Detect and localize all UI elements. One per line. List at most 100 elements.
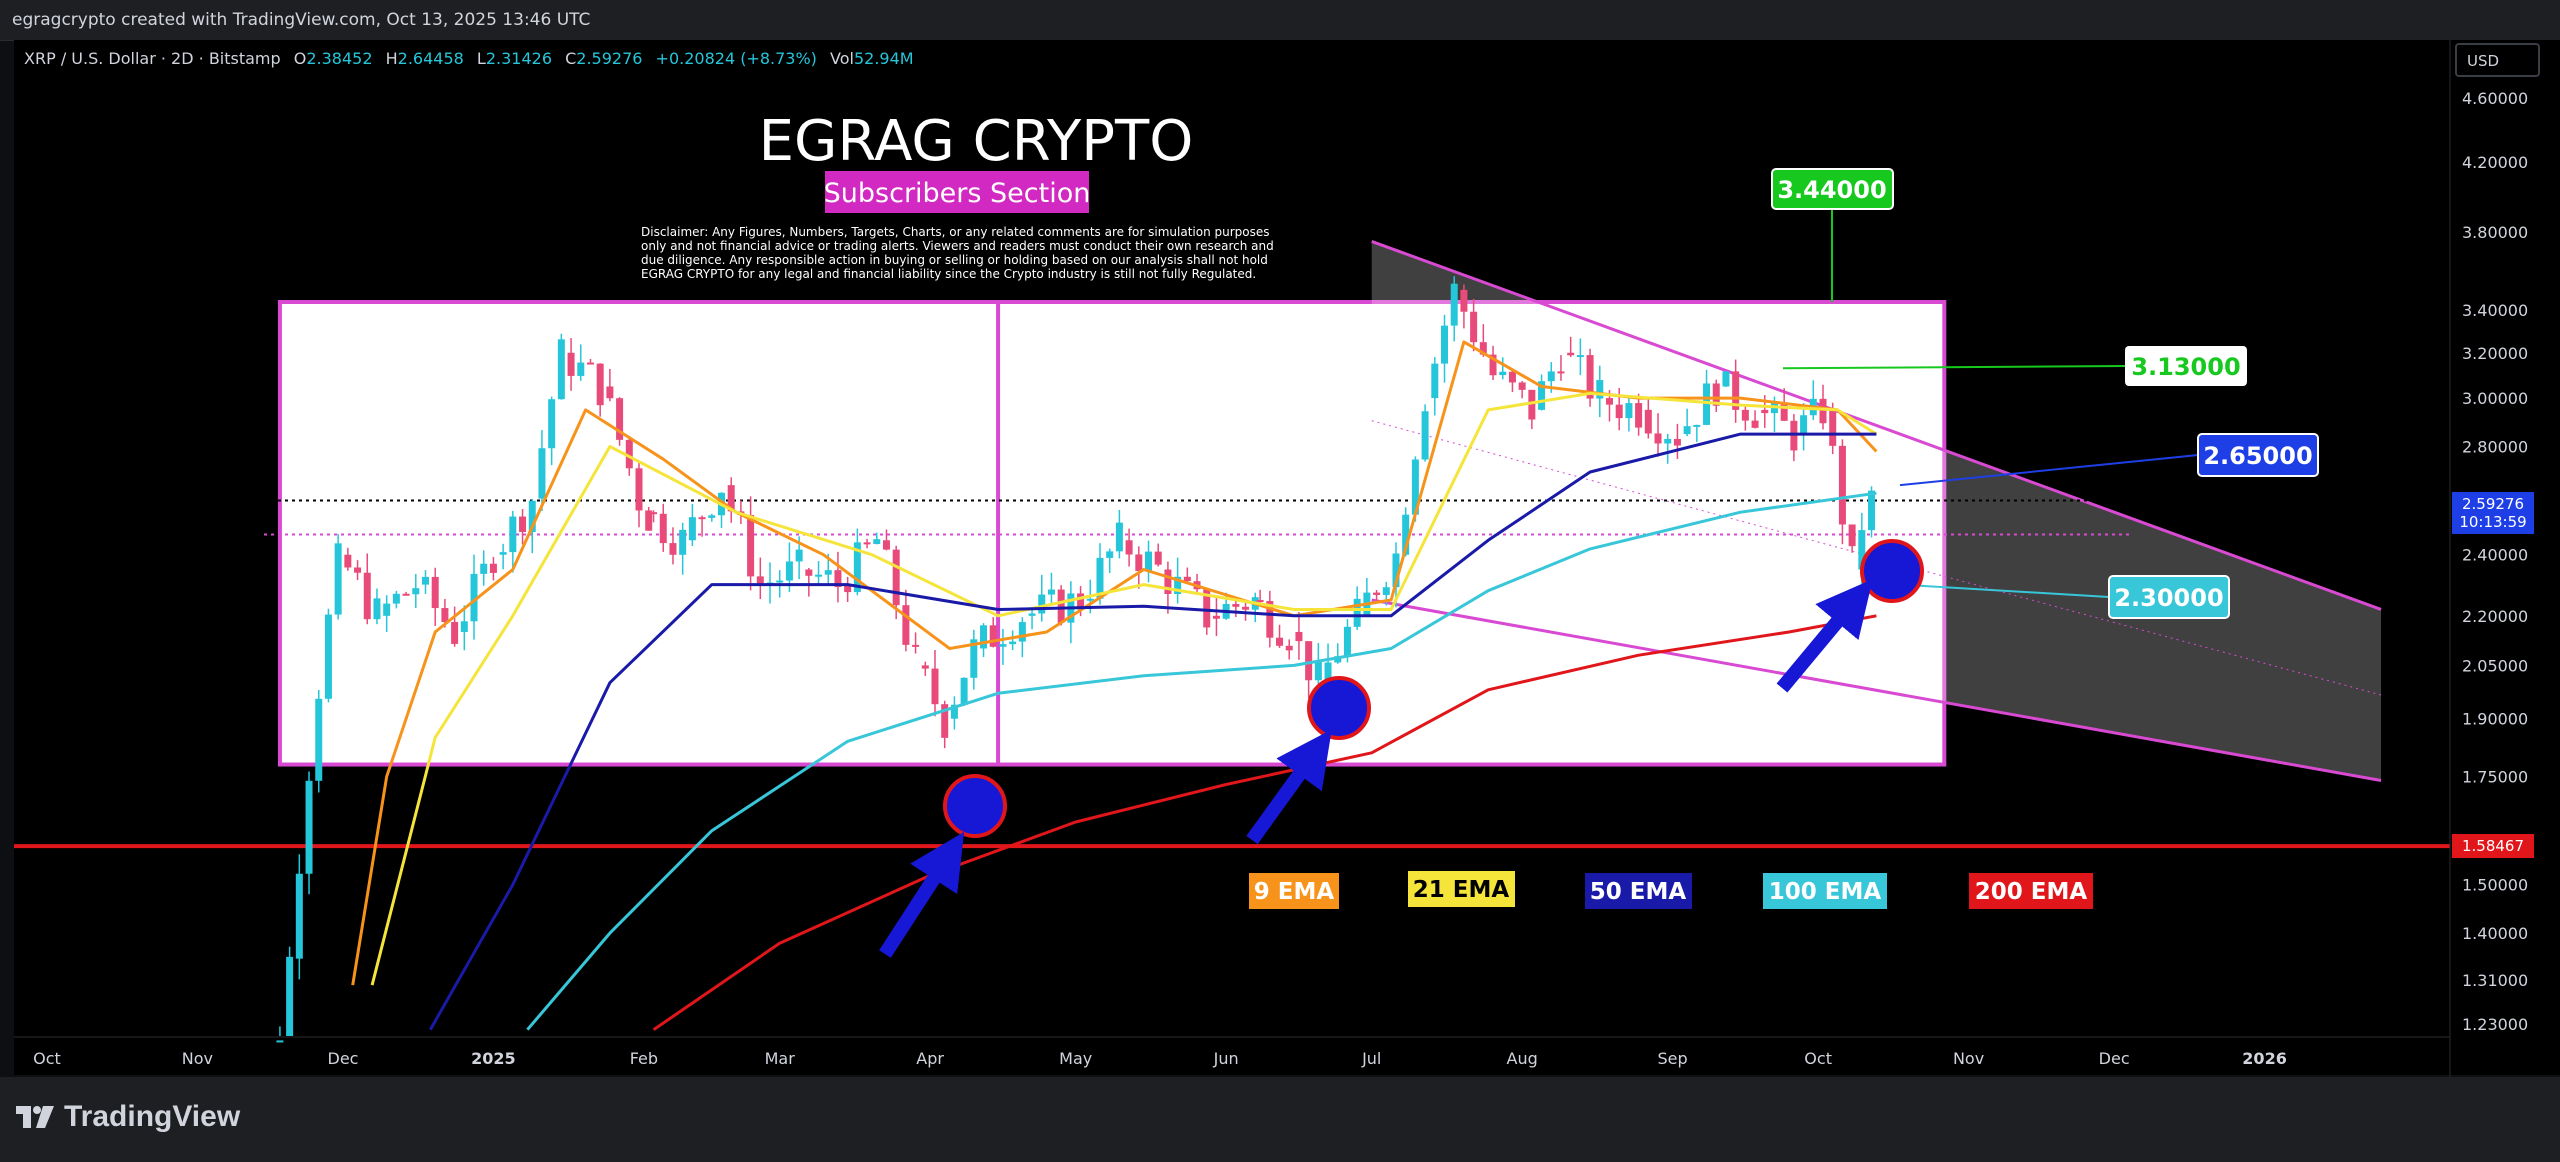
target-230-connector (1899, 583, 2110, 598)
chart-canvas[interactable]: EGRAG CRYPTO Subscribers Section Disclai… (0, 0, 2560, 1077)
ema-line-100 (526, 491, 1877, 1031)
target-callout-230: 2.30000 (2108, 575, 2230, 619)
candle-body (1712, 383, 1720, 406)
candle-body (1145, 551, 1153, 572)
candle-body (844, 584, 852, 593)
candle-body (882, 540, 890, 550)
candle-body (1164, 569, 1172, 594)
candle-body (912, 644, 920, 647)
time-tick-label: 2026 (2242, 1049, 2287, 1068)
candle-body (659, 513, 667, 544)
candle-body (1625, 403, 1633, 419)
price-tick-label: 1.40000 (2462, 924, 2528, 943)
candle-body (1421, 411, 1429, 460)
candle-body (747, 515, 755, 577)
candle-body (921, 665, 929, 669)
candle-body (1673, 438, 1681, 446)
candle-body (863, 542, 871, 545)
candle-body (1528, 389, 1536, 420)
support-price-value: 1.58467 (2462, 837, 2524, 855)
ema-label-200: 200 EMA (1969, 873, 2093, 909)
price-tick-label: 3.40000 (2462, 301, 2528, 320)
time-axis[interactable]: Oct Nov Dec 2025 Feb Mar Apr May Jun Jul Aug Sep Oct… (33, 1049, 2287, 1068)
candle-body (1479, 342, 1487, 355)
price-tick-label: 4.20000 (2462, 153, 2528, 172)
currency-button[interactable] (2455, 43, 2540, 77)
candle-body (931, 668, 939, 705)
svg-text:2.65000: 2.65000 (2203, 442, 2312, 470)
candle-body (489, 563, 497, 573)
svg-text:50 EMA: 50 EMA (1590, 879, 1687, 905)
tradingview-logo[interactable]: TradingView (16, 1100, 240, 1134)
channel-upper-line (1371, 240, 2382, 611)
channel-fill (1371, 241, 2382, 781)
time-tick-label: Dec (328, 1049, 359, 1068)
subscribers-badge (825, 171, 1089, 213)
candle-body (1790, 420, 1798, 451)
candle-body (1373, 592, 1381, 595)
candle-body (698, 517, 706, 520)
svg-text:3.13000: 3.13000 (2131, 353, 2240, 381)
candle-body (1018, 622, 1026, 642)
time-tick-label: Feb (630, 1049, 658, 1068)
candle-body (1353, 598, 1361, 627)
svg-text:9 EMA: 9 EMA (1254, 879, 1335, 905)
candle-body (1848, 524, 1856, 547)
svg-text:21 EMA: 21 EMA (1413, 877, 1510, 903)
time-tick-label: Jul (1361, 1049, 1381, 1068)
tradingview-logo-icon (16, 1106, 54, 1128)
time-tick-label: Apr (916, 1049, 944, 1068)
candle-body (305, 780, 313, 874)
candle-body (1538, 381, 1546, 410)
candle-body (708, 515, 716, 518)
candle-body (1077, 593, 1085, 610)
time-tick-label: Nov (1953, 1049, 1984, 1068)
channel-lower-line (1371, 598, 2382, 782)
candle-body (645, 510, 653, 531)
candle-body (635, 468, 643, 511)
ema-line-21 (370, 391, 1878, 986)
candle-body (1343, 626, 1351, 657)
symbol-legend: XRP / U.S. Dollar · 2D · Bitstamp O2.384… (24, 49, 914, 68)
candle-body (688, 517, 696, 541)
subscribers-label: Subscribers Section (824, 178, 1091, 209)
candle-body (421, 576, 429, 585)
price-axis-bg (2450, 40, 2560, 1037)
candle-body (1057, 589, 1065, 623)
candle-body (1460, 289, 1468, 312)
candle-body (383, 603, 391, 616)
candle-body (1644, 409, 1652, 434)
candle-body (460, 621, 468, 632)
candle-body (1276, 637, 1284, 646)
candle-body (1392, 553, 1400, 588)
candle-body (1106, 551, 1114, 558)
time-tick-label: Sep (1657, 1049, 1687, 1068)
candle-body (324, 614, 332, 699)
candle-body (470, 573, 478, 622)
price-tick-label: 4.60000 (2462, 89, 2528, 108)
candle-body (1567, 352, 1575, 356)
candle-body (1305, 641, 1313, 681)
price-axis[interactable]: 4.60000 4.20000 3.80000 3.40000 3.20000 3.000… (2449, 40, 2560, 1077)
target-callout-313: 3.13000 (2125, 346, 2247, 386)
candle-body (669, 543, 677, 555)
price-tick-label: 3.80000 (2462, 223, 2528, 242)
time-tick-label: Aug (1507, 1049, 1538, 1068)
svg-text:100 EMA: 100 EMA (1769, 879, 1882, 905)
target-265-connector (1899, 454, 2199, 487)
candle-body (1635, 403, 1643, 428)
candle-body (1096, 557, 1104, 599)
candle-body (557, 339, 565, 400)
candle-body (1586, 355, 1594, 399)
bottom-circle-october (1860, 539, 1924, 603)
candle-body (1741, 409, 1749, 421)
current-price-tag (2452, 492, 2534, 534)
candle-body (679, 529, 687, 555)
candle-body (756, 576, 764, 585)
arrow-up-june (1246, 729, 1332, 845)
candle-body (412, 588, 420, 595)
candle-body (834, 570, 842, 588)
candle-body (1615, 404, 1623, 419)
candle-body (480, 563, 488, 574)
candle-body (1664, 438, 1672, 444)
